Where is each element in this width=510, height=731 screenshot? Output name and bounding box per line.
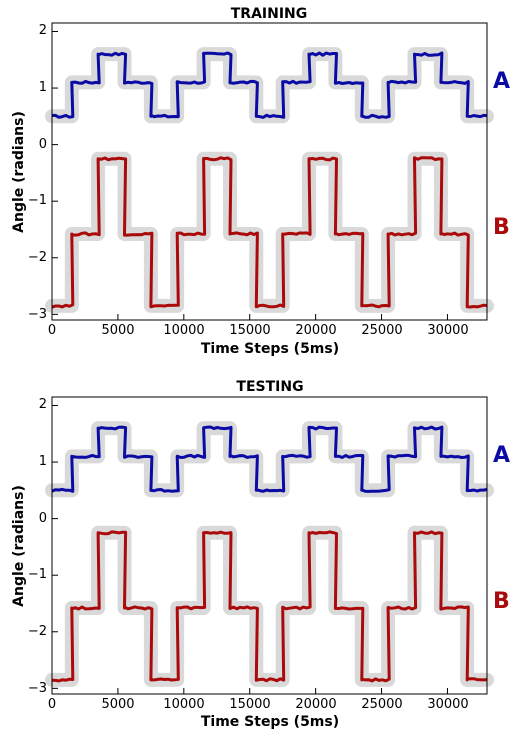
y-tick-label: 1: [39, 80, 47, 95]
series-a-label: A: [493, 69, 510, 94]
x-tick-label: 25000: [361, 323, 402, 338]
target-band-b: [45, 151, 494, 313]
x-tick-label: 5000: [101, 323, 134, 338]
series-line-b: [51, 156, 488, 309]
y-tick-label: −1: [28, 193, 47, 208]
x-tick-label: 30000: [427, 697, 468, 712]
y-tick-label: 2: [39, 397, 47, 412]
y-tick-label: 2: [39, 23, 47, 38]
x-ticks: [51, 314, 448, 320]
y-tick-label: −2: [28, 250, 47, 265]
series-b-label: B: [493, 589, 510, 614]
x-tick-label: 10000: [163, 697, 204, 712]
x-tick-label: 15000: [229, 697, 270, 712]
x-tick-label: 0: [48, 323, 56, 338]
y-axis-label: Angle (radians): [11, 485, 27, 607]
x-tick-label: 20000: [295, 697, 336, 712]
series-line-b: [51, 530, 488, 683]
training-chart: TRAINING 2 1 0 −1 −2 −3 0 5000 10000 150…: [11, 6, 510, 357]
chart-title: TESTING: [236, 379, 303, 395]
target-band-a: [45, 47, 494, 124]
series-b-label: B: [493, 215, 510, 240]
target-band-b: [45, 525, 494, 687]
testing-chart: TESTING 2 1 0 −1 −2 −3 0 5000 10000 1500…: [11, 379, 510, 730]
x-tick-label: 20000: [295, 323, 336, 338]
y-tick-label: 0: [39, 511, 47, 526]
target-band-a: [45, 421, 494, 498]
y-tick-label: −2: [28, 624, 47, 639]
series-layer: [45, 421, 494, 687]
y-axis-label: Angle (radians): [11, 111, 27, 233]
y-tick-label: −3: [28, 681, 47, 696]
x-tick-label: 5000: [101, 697, 134, 712]
y-tick-label: 0: [39, 137, 47, 152]
x-axis-label: Time Steps (5ms): [201, 714, 339, 730]
y-tick-label: −3: [28, 307, 47, 322]
y-ticks: [52, 404, 58, 689]
x-tick-label: 30000: [427, 323, 468, 338]
y-tick-label: −1: [28, 567, 47, 582]
plot-frame: [51, 22, 488, 321]
x-tick-label: 25000: [361, 697, 402, 712]
series-line-a: [51, 425, 488, 493]
series-a-label: A: [493, 443, 510, 468]
x-tick-label: 15000: [229, 323, 270, 338]
chart-title: TRAINING: [231, 6, 308, 22]
x-tick-label: 10000: [163, 323, 204, 338]
series-layer: [45, 47, 494, 313]
x-axis-label: Time Steps (5ms): [201, 341, 339, 357]
y-tick-label: 1: [39, 454, 47, 469]
y-ticks: [52, 30, 58, 315]
x-tick-label: 0: [48, 697, 56, 712]
plot-frame: [51, 396, 488, 695]
series-line-a: [51, 51, 488, 119]
x-ticks: [51, 688, 448, 694]
